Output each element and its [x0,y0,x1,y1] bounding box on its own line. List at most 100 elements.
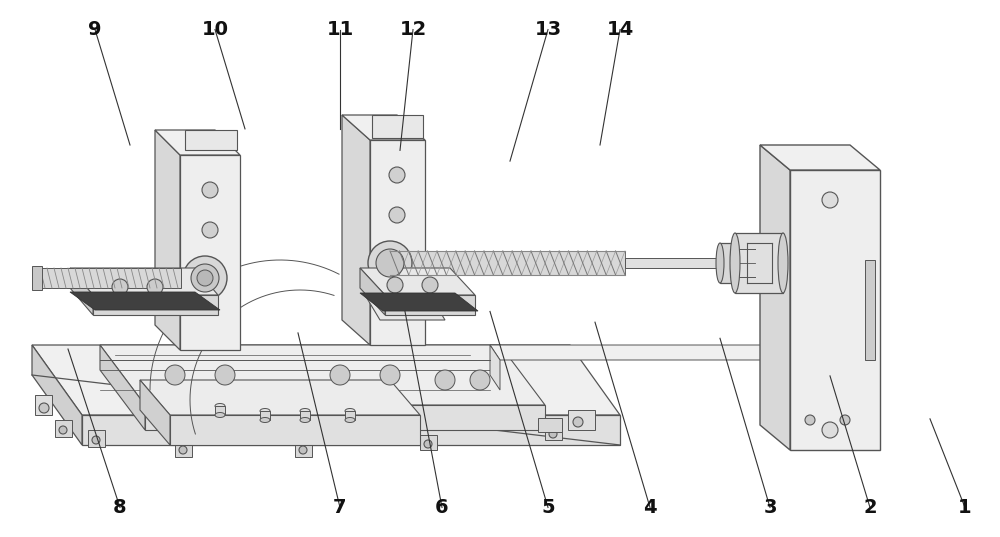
Polygon shape [865,260,875,360]
Text: 2: 2 [863,498,877,517]
Circle shape [330,365,350,385]
Circle shape [549,430,557,438]
Text: 1: 1 [958,498,972,517]
Ellipse shape [345,409,355,413]
Circle shape [376,249,404,277]
Circle shape [202,222,218,238]
Circle shape [424,440,432,448]
Polygon shape [342,115,370,345]
Text: 11: 11 [326,20,354,39]
Text: 12: 12 [399,20,427,39]
Polygon shape [180,155,240,350]
Ellipse shape [215,412,225,417]
Text: 10: 10 [202,20,228,39]
Ellipse shape [730,233,740,293]
Ellipse shape [778,233,788,293]
Text: 14: 14 [606,20,634,39]
Polygon shape [82,415,620,445]
Circle shape [215,365,235,385]
Text: 13: 13 [534,20,562,39]
Ellipse shape [215,403,225,409]
Polygon shape [372,115,423,138]
Polygon shape [88,430,105,447]
Text: 5: 5 [541,498,555,517]
Polygon shape [145,405,545,430]
Polygon shape [730,249,755,277]
Circle shape [299,446,307,454]
Polygon shape [300,411,310,420]
Polygon shape [490,345,500,390]
Ellipse shape [300,409,310,413]
Polygon shape [70,292,220,310]
Circle shape [179,446,187,454]
Polygon shape [35,395,52,415]
Polygon shape [185,130,237,150]
Polygon shape [32,345,620,415]
Circle shape [368,241,412,285]
Polygon shape [70,268,93,315]
Polygon shape [93,295,218,315]
Circle shape [470,370,490,390]
Circle shape [191,264,219,292]
Circle shape [822,192,838,208]
Polygon shape [295,440,312,457]
Polygon shape [360,268,385,315]
Polygon shape [100,345,145,430]
Ellipse shape [345,417,355,423]
Ellipse shape [300,417,310,423]
Polygon shape [175,440,192,457]
Polygon shape [32,345,82,445]
Polygon shape [140,380,170,445]
Polygon shape [100,345,545,405]
Circle shape [59,426,67,434]
Circle shape [39,403,49,413]
Polygon shape [365,295,445,320]
Text: 9: 9 [88,20,102,39]
Polygon shape [35,268,181,288]
Polygon shape [545,425,562,440]
Polygon shape [735,233,783,293]
Ellipse shape [260,409,270,413]
Polygon shape [760,145,790,450]
Circle shape [92,436,100,444]
Circle shape [183,256,227,300]
Circle shape [389,207,405,223]
Polygon shape [538,418,562,432]
Circle shape [435,370,455,390]
Polygon shape [370,140,425,345]
Circle shape [422,277,438,293]
Text: 4: 4 [643,498,657,517]
Text: 3: 3 [763,498,777,517]
Polygon shape [55,420,72,437]
Polygon shape [155,130,240,155]
Text: 7: 7 [333,498,347,517]
Text: 8: 8 [113,498,127,517]
Polygon shape [490,345,800,360]
Polygon shape [760,145,880,170]
Circle shape [112,279,128,295]
Polygon shape [260,411,270,420]
Circle shape [389,167,405,183]
Circle shape [197,270,213,286]
Circle shape [380,365,400,385]
Polygon shape [568,410,595,430]
Text: 6: 6 [435,498,449,517]
Polygon shape [32,266,42,290]
Polygon shape [155,130,180,350]
Circle shape [202,182,218,198]
Polygon shape [360,268,475,295]
Polygon shape [345,411,355,420]
Polygon shape [140,380,420,415]
Polygon shape [342,115,425,140]
Ellipse shape [716,243,724,283]
Ellipse shape [260,417,270,423]
Polygon shape [385,295,475,315]
Polygon shape [625,258,730,268]
Polygon shape [720,243,765,283]
Polygon shape [170,415,420,445]
Polygon shape [215,406,225,415]
Polygon shape [390,251,625,275]
Circle shape [822,422,838,438]
Polygon shape [70,268,218,295]
Circle shape [147,279,163,295]
